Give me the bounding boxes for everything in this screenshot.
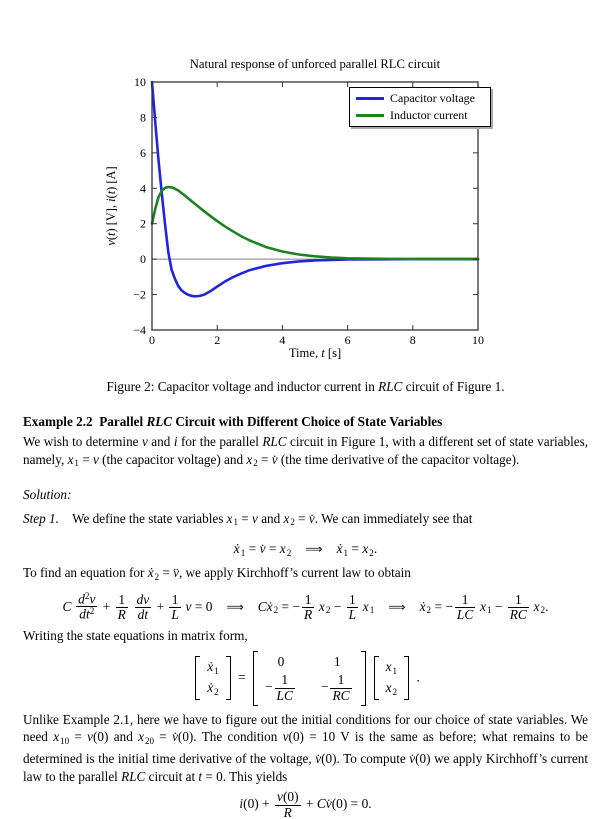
to-find-line: To find an equation for ẋ2 = v̈, we app… [23, 565, 411, 582]
writing-line: Writing the state equations in matrix fo… [23, 628, 248, 644]
text-line: determined is the initial time derivativ… [23, 751, 588, 767]
y-tick-label: −2 [133, 288, 146, 302]
inductor-current-curve [150, 185, 480, 261]
legend-entry-capacitor-voltage: Capacitor voltage [356, 91, 486, 106]
figure-caption: Figure 2: Capacitor voltage and inductor… [106, 379, 505, 394]
x-axis-label: Time, t [s] [288, 346, 342, 360]
x-tick-label: 4 [279, 333, 285, 347]
legend-label: Inductor current [390, 108, 468, 122]
capacitor-voltage-line-swatch [356, 97, 384, 100]
y-tick-label: 10 [134, 75, 146, 89]
y-tick-label: −4 [133, 323, 146, 337]
plot-svg: 0 2 4 6 8 10 −4 −2 0 2 4 6 8 10 [133, 75, 484, 347]
text-line: Unlike Example 2.1, here we have to figu… [23, 711, 588, 727]
y-axis-label: v(t) [V], i(t) [A] [104, 166, 118, 246]
y-tick-label: 2 [140, 217, 146, 231]
x-tick-label: 8 [410, 333, 416, 347]
capacitor-voltage-curve [150, 80, 480, 298]
plot-box [151, 81, 479, 331]
x-tick-label: 0 [149, 333, 155, 347]
x-tick-label: 6 [345, 333, 351, 347]
intro-paragraph: We wish to determine v and i for the par… [23, 433, 588, 473]
page-content: Figure 2: Capacitor voltage and inductor… [0, 378, 610, 819]
figure-2-plot: Natural response of unforced parallel RL… [0, 0, 610, 366]
equation-initial-condition: i(0) + v(0) R + Cv̇(0) = 0. [239, 789, 372, 819]
step1-line: Step 1. We define the state variables x1… [23, 510, 473, 528]
text-line: namely, x1 = v (the capacitor voltage) a… [23, 451, 520, 469]
y-tick-label: 0 [140, 252, 146, 266]
solution-label: Solution: [23, 486, 72, 502]
legend-label: Capacitor voltage [390, 91, 475, 105]
y-tick-label: 8 [140, 110, 146, 124]
y-tick-label: 4 [140, 181, 146, 195]
text-line: need x10 = v(0) and x20 = v̇(0). The con… [23, 729, 589, 746]
y-tick-label: 6 [140, 146, 146, 160]
inductor-current-line-swatch [356, 114, 384, 117]
example-heading: Example 2.2 Parallel RLC Circuit with Di… [23, 414, 443, 429]
initial-conditions-paragraph: Unlike Example 2.1, here we have to figu… [23, 711, 588, 786]
x-tick-label: 10 [472, 333, 484, 347]
equation-matrix: ẋ1 ẋ2 = 0 1−1 LC −1 RC x1 x2 . [23, 651, 588, 706]
chart-title: Natural response of unforced parallel RL… [189, 57, 441, 71]
x-tick-label: 2 [214, 333, 220, 347]
text-line: law to the parallel RLC circuit at t = 0… [23, 768, 288, 784]
legend-entry-inductor-current: Inductor current [356, 108, 486, 123]
legend: Capacitor voltage Inductor current [349, 87, 491, 127]
equation-step1: ẋ1 = v̇ = x2 ⟹ ẋ1 = x2. [233, 541, 378, 558]
text-line: We wish to determine v and i for the par… [23, 434, 589, 449]
